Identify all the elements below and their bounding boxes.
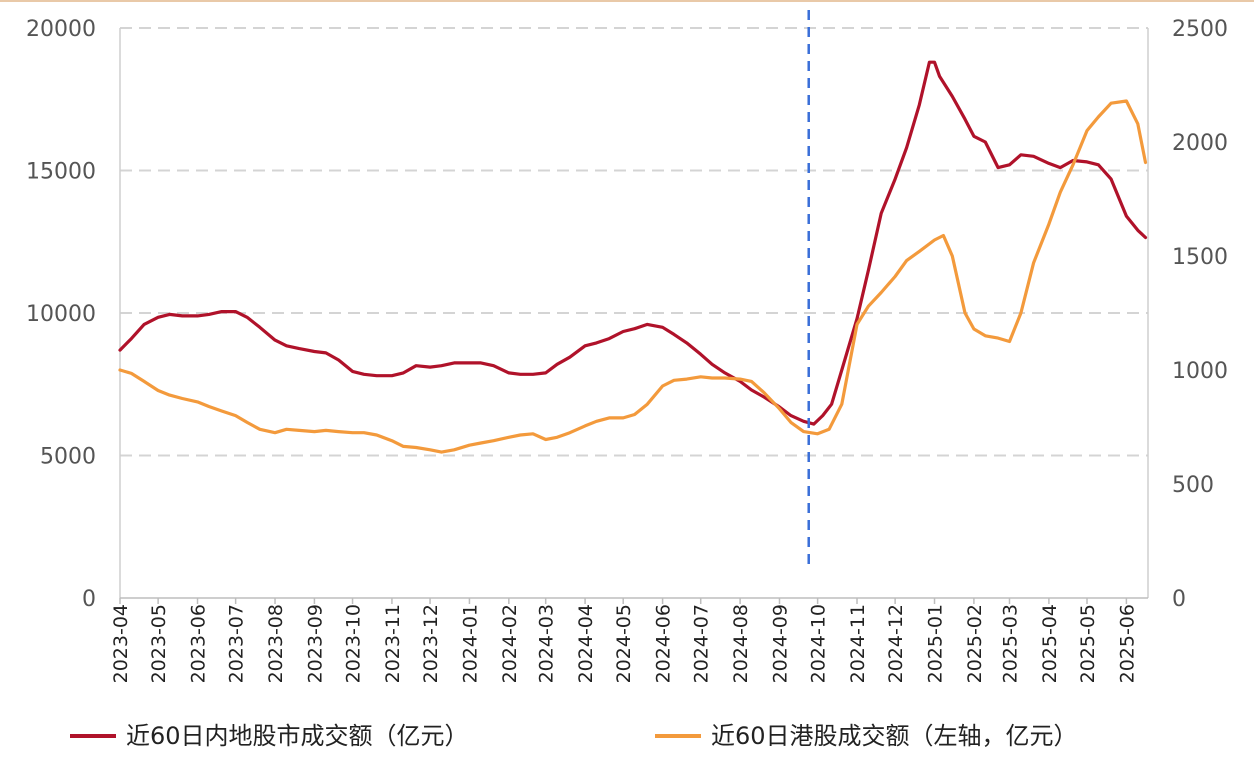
x-tick-label: 2025-04 [1039,604,1061,683]
legend: 近60日内地股市成交额（亿元） 近60日港股成交额（左轴，亿元） [70,722,1078,750]
y-right-tick-label: 2000 [1172,131,1228,156]
axis-layer: 0 5000 10000 15000 20000 0 500 1000 1500 2000 2500… [26,17,1228,683]
x-tick-label: 2023-12 [420,604,442,683]
y-left-tick-label: 15000 [26,160,96,185]
x-tick-label: 2023-11 [382,604,404,683]
y-left-tick-label: 5000 [40,445,96,470]
y-right-tick-label: 500 [1172,473,1214,498]
y-right-tick-label: 2500 [1172,17,1228,42]
x-tick-label: 2023-10 [343,604,365,683]
top-rule [0,0,1254,2]
x-tick-label: 2024-12 [885,604,907,683]
x-tick-label: 2024-06 [653,604,675,683]
x-tick-label: 2025-06 [1116,604,1138,683]
x-tick-label: 2024-11 [847,604,869,683]
x-tick-label: 2024-08 [730,604,752,683]
x-tick-label: 2025-01 [925,604,947,683]
x-tick-label: 2025-02 [964,604,986,683]
x-tick-label: 2025-03 [999,604,1021,683]
x-tick-label: 2023-08 [265,604,287,683]
x-tick-label: 2023-05 [148,604,170,683]
y-right-tick-label: 1500 [1172,245,1228,270]
x-tick-label: 2023-06 [188,604,210,683]
series-line-1 [118,60,1148,426]
y-right-tick-label: 0 [1172,587,1186,612]
x-tick-label: 2024-01 [459,604,481,683]
x-tick-label: 2024-05 [613,604,635,683]
x-tick-label: 2024-07 [691,604,713,683]
x-tick-label: 2024-09 [769,604,791,683]
y-left-tick-label: 10000 [26,302,96,327]
x-tick-label: 2025-05 [1077,604,1099,683]
legend-label-1: 近60日内地股市成交额（亿元） [126,722,469,750]
x-tick-label: 2023-09 [304,604,326,683]
series-line-2 [118,99,1148,454]
x-tick-label: 2024-10 [808,604,830,683]
grid-layer [120,27,1148,457]
x-tick-label: 2023-07 [226,604,248,683]
x-tick-label: 2023-04 [110,604,132,683]
x-tick-label: 2024-04 [575,604,597,683]
y-left-tick-label: 0 [82,587,96,612]
x-tick-label: 2024-02 [499,604,521,683]
y-right-tick-label: 1000 [1172,359,1228,384]
y-left-tick-label: 20000 [26,17,96,42]
x-tick-label: 2024-03 [536,604,558,683]
legend-label-2: 近60日港股成交额（左轴，亿元） [711,722,1078,750]
series-layer [118,60,1148,454]
